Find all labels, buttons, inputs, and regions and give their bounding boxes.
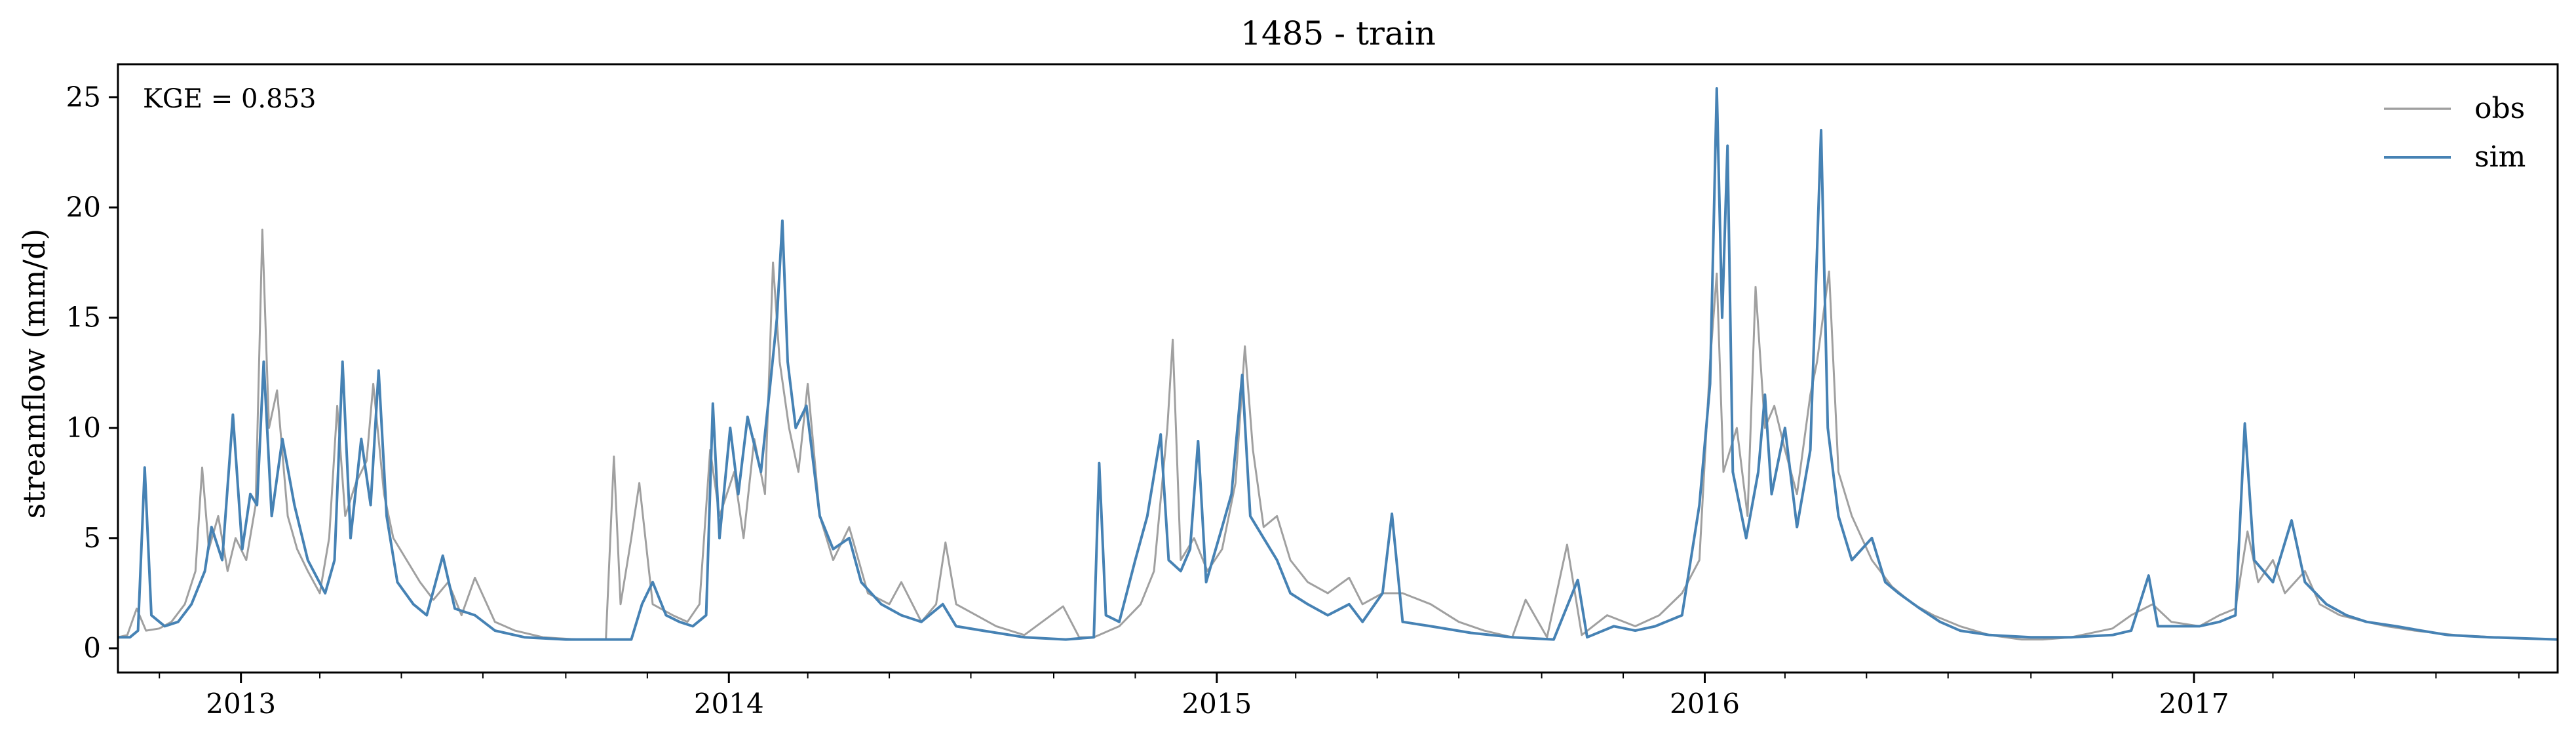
y-tick-label: 15 [66, 302, 101, 334]
y-tick-label: 25 [66, 81, 101, 113]
series-line-obs [117, 228, 2558, 641]
y-axis-label: streamflow (mm/d) [16, 229, 52, 519]
plot-area [117, 87, 2558, 641]
x-tick-label: 2014 [694, 688, 764, 720]
x-tick-label: 2016 [1670, 688, 1740, 720]
x-axis: 2013 2014 2015 2016 2017 [159, 673, 2520, 720]
chart-title: 1485 - train [1240, 14, 1436, 52]
x-tick-label: 2013 [206, 688, 276, 720]
y-tick-label: 20 [66, 191, 101, 224]
y-tick-label: 0 [83, 632, 101, 664]
kge-annotation: KGE = 0.853 [143, 84, 317, 114]
series-line-sim [118, 87, 2558, 641]
legend-label-sim: sim [2474, 140, 2526, 174]
y-axis: 0 5 10 15 20 25 [66, 81, 118, 664]
x-tick-label: 2017 [2159, 688, 2229, 720]
axes-frame [117, 63, 2559, 674]
legend-label-obs: obs [2474, 92, 2525, 125]
y-tick-label: 5 [83, 522, 101, 554]
y-tick-label: 10 [66, 412, 101, 444]
x-tick-label: 2015 [1182, 688, 1252, 720]
legend: obs sim [2384, 92, 2526, 174]
